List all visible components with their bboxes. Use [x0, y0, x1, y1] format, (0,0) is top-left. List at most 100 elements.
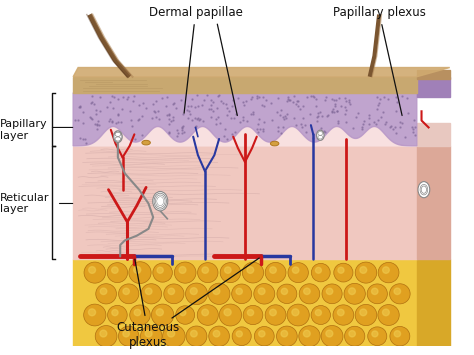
Circle shape — [344, 283, 365, 304]
Circle shape — [208, 283, 230, 305]
Circle shape — [100, 330, 107, 337]
Circle shape — [140, 326, 162, 347]
Circle shape — [84, 304, 106, 326]
Circle shape — [164, 284, 184, 304]
Text: Dermal papillae: Dermal papillae — [149, 6, 243, 113]
Circle shape — [254, 284, 275, 304]
Circle shape — [345, 326, 365, 346]
Circle shape — [372, 288, 378, 295]
Circle shape — [378, 262, 399, 283]
Circle shape — [209, 326, 229, 346]
Circle shape — [326, 330, 333, 337]
Ellipse shape — [270, 141, 279, 146]
Circle shape — [157, 267, 163, 273]
Circle shape — [315, 267, 321, 273]
Circle shape — [348, 288, 356, 295]
Circle shape — [123, 331, 129, 337]
Circle shape — [236, 331, 242, 337]
Circle shape — [311, 263, 330, 282]
Ellipse shape — [418, 182, 430, 198]
Circle shape — [338, 267, 344, 273]
Text: Papillary plexus: Papillary plexus — [333, 6, 426, 115]
Circle shape — [156, 309, 164, 316]
Text: Reticular
layer: Reticular layer — [0, 193, 50, 214]
Polygon shape — [73, 67, 450, 77]
Ellipse shape — [153, 191, 168, 211]
Circle shape — [108, 305, 127, 324]
Circle shape — [219, 304, 242, 326]
Circle shape — [334, 263, 353, 282]
Circle shape — [360, 267, 367, 273]
Circle shape — [197, 305, 219, 325]
Ellipse shape — [317, 130, 324, 140]
Circle shape — [265, 305, 286, 325]
Text: Papillary
layer: Papillary layer — [0, 119, 48, 141]
Circle shape — [247, 267, 254, 273]
Circle shape — [107, 263, 128, 283]
Bar — [73, 77, 417, 93]
Circle shape — [213, 288, 220, 295]
Bar — [73, 146, 417, 259]
Circle shape — [224, 309, 231, 316]
Circle shape — [299, 284, 320, 304]
Circle shape — [349, 331, 356, 337]
Circle shape — [220, 263, 241, 283]
Circle shape — [95, 326, 117, 347]
Bar — [417, 146, 450, 259]
Circle shape — [337, 309, 344, 316]
Ellipse shape — [114, 131, 122, 142]
Circle shape — [84, 262, 106, 283]
Circle shape — [141, 284, 162, 304]
Circle shape — [185, 283, 208, 305]
Circle shape — [287, 304, 310, 326]
Circle shape — [118, 326, 139, 346]
Circle shape — [134, 266, 141, 273]
Circle shape — [247, 310, 254, 316]
Circle shape — [130, 305, 150, 325]
Circle shape — [232, 327, 251, 345]
Bar — [73, 259, 417, 346]
Circle shape — [134, 309, 141, 316]
Circle shape — [281, 331, 288, 337]
Circle shape — [303, 330, 310, 337]
Circle shape — [378, 305, 399, 326]
Circle shape — [270, 267, 276, 273]
Circle shape — [179, 267, 186, 273]
Circle shape — [163, 325, 185, 347]
Circle shape — [190, 288, 197, 295]
Circle shape — [394, 331, 401, 337]
Circle shape — [151, 304, 174, 326]
Circle shape — [367, 284, 387, 304]
Circle shape — [191, 331, 197, 337]
Circle shape — [277, 284, 297, 304]
Circle shape — [176, 306, 195, 324]
Circle shape — [326, 288, 333, 295]
Circle shape — [242, 262, 264, 283]
Circle shape — [118, 284, 139, 304]
Circle shape — [123, 288, 129, 295]
Circle shape — [168, 288, 174, 295]
Circle shape — [321, 326, 343, 347]
Circle shape — [322, 284, 342, 304]
Circle shape — [225, 267, 231, 273]
Bar — [417, 259, 450, 346]
Circle shape — [276, 326, 297, 346]
Circle shape — [232, 284, 252, 304]
Text: Cutaneous
plexus: Cutaneous plexus — [117, 259, 180, 349]
Circle shape — [288, 263, 309, 283]
Circle shape — [270, 309, 276, 316]
Circle shape — [372, 331, 378, 337]
Bar — [417, 70, 450, 79]
Circle shape — [355, 262, 377, 283]
Bar — [417, 123, 450, 146]
Polygon shape — [73, 93, 417, 146]
Circle shape — [360, 309, 367, 316]
Circle shape — [202, 267, 209, 273]
Circle shape — [129, 262, 151, 284]
Circle shape — [167, 330, 175, 337]
Circle shape — [368, 327, 387, 345]
Circle shape — [259, 331, 265, 337]
Bar — [417, 77, 450, 98]
Circle shape — [202, 309, 209, 316]
Circle shape — [112, 310, 118, 316]
